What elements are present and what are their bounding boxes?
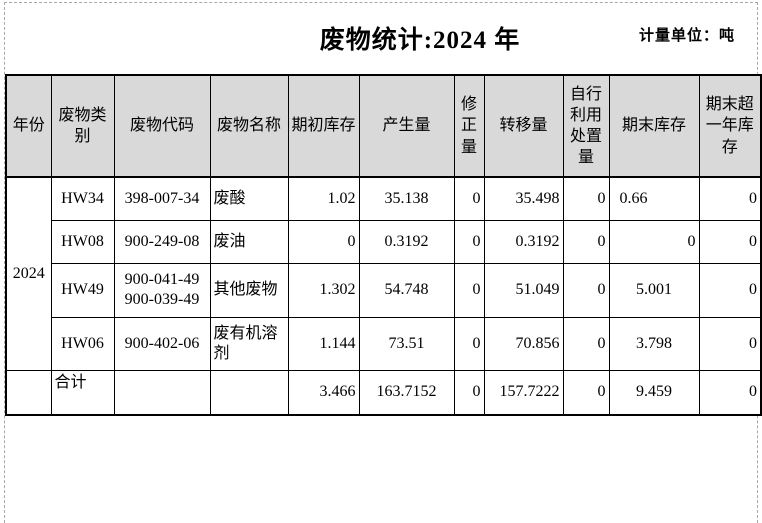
self-disposal-amount-cell: 0 — [562, 219, 610, 264]
generated-amount-cell: 35.138 — [358, 176, 455, 221]
total-over-one-year-stock-cell: 0 — [698, 369, 762, 416]
waste-code-cell: 900-041-49 900-039-49 — [113, 262, 211, 318]
opening-stock-cell: 1.02 — [287, 176, 360, 221]
transferred-amount-cell: 70.856 — [483, 316, 564, 371]
col-header-waste-name: 废物名称 — [209, 74, 289, 178]
col-header-opening-stock: 期初库存 — [287, 74, 360, 178]
col-header-waste-code: 废物代码 — [113, 74, 211, 178]
transferred-amount-cell: 51.049 — [483, 262, 564, 318]
waste-statistics-table: 年份 废物类别 废物代码 废物名称 期初库存 产生量 修正量 转移量 自行利用处置量 期末库存 期末… — [5, 74, 762, 416]
self-disposal-amount-cell: 0 — [562, 176, 610, 221]
total-row: 合计 3.466 163.7152 0 157.7222 0 9.459 0 — [5, 369, 762, 416]
correction-amount-cell: 0 — [453, 316, 485, 371]
total-generated-amount-cell: 163.7152 — [358, 369, 455, 416]
table-row-HW34: 2024 HW34 398-007-34 废酸 1.02 35.138 0 35.498 0 0.… — [5, 176, 762, 371]
waste-name-cell: 废有机溶剂 — [209, 316, 289, 371]
total-name-empty-cell — [209, 369, 289, 416]
waste-name-cell: 其他废物 — [209, 262, 289, 318]
col-header-over-one-year-stock: 期末超一年库存 — [698, 74, 762, 178]
generated-amount-cell: 73.51 — [358, 316, 455, 371]
total-code-empty-cell — [113, 369, 211, 416]
col-header-generated-amount: 产生量 — [358, 74, 455, 178]
table-row-HW49: HW49 900-041-49 900-039-49 其他废物 1.302 54.748… — [6, 262, 762, 318]
table-row-HW06: HW06 900-402-06 废有机溶剂 1.144 73.51 0 70.856 0 3.7… — [6, 316, 762, 371]
waste-name-cell: 废酸 — [209, 176, 289, 221]
col-header-transferred-amount: 转移量 — [483, 74, 564, 178]
over-one-year-stock-cell: 0 — [698, 316, 762, 371]
waste-category-cell: HW34 — [50, 176, 115, 221]
page-title: 废物统计:2024 年 — [319, 27, 521, 54]
col-header-year: 年份 — [5, 74, 52, 178]
generated-amount-cell: 0.3192 — [358, 219, 455, 264]
over-one-year-stock-cell: 0 — [698, 176, 762, 221]
opening-stock-cell: 0 — [287, 219, 360, 264]
transferred-amount-cell: 35.498 — [483, 176, 564, 221]
waste-category-cell: HW08 — [50, 219, 115, 264]
waste-category-cell: HW49 — [50, 262, 115, 318]
closing-stock-cell: 3.798 — [608, 316, 700, 371]
col-header-self-disposal-amount: 自行利用处置量 — [562, 74, 610, 178]
header-row: 年份 废物类别 废物代码 废物名称 期初库存 产生量 修正量 转移量 自行利用处置量 期末库存 期末… — [5, 74, 762, 178]
correction-amount-cell: 0 — [453, 262, 485, 318]
total-self-disposal-amount-cell: 0 — [562, 369, 610, 416]
waste-code-cell: 398-007-34 — [113, 176, 211, 221]
generated-amount-cell: 54.748 — [358, 262, 455, 318]
closing-stock-cell: 5.001 — [608, 262, 700, 318]
waste-name-cell: 废油 — [209, 219, 289, 264]
year-empty-cell — [5, 369, 52, 416]
over-one-year-stock-cell: 0 — [698, 219, 762, 264]
opening-stock-cell: 1.302 — [287, 262, 360, 318]
waste-category-cell: HW06 — [50, 316, 115, 371]
total-transferred-amount-cell: 157.7222 — [483, 369, 564, 416]
closing-stock-cell: 0.66 — [608, 176, 700, 221]
total-opening-stock-cell: 3.466 — [287, 369, 360, 416]
closing-stock-cell: 0 — [608, 219, 700, 264]
self-disposal-amount-cell: 0 — [562, 262, 610, 318]
transferred-amount-cell: 0.3192 — [483, 219, 564, 264]
correction-amount-cell: 0 — [453, 176, 485, 221]
page: { "page": { "title": "废物统计:2024 年", "uni… — [4, 2, 762, 523]
total-correction-amount-cell: 0 — [453, 369, 485, 416]
col-header-closing-stock: 期末库存 — [608, 74, 700, 178]
opening-stock-cell: 1.144 — [287, 316, 360, 371]
table-row-HW08: HW08 900-249-08 废油 0 0.3192 0 0.3192 0 0 0 — [6, 219, 762, 264]
total-label-cell: 合计 — [50, 369, 115, 416]
correction-amount-cell: 0 — [453, 219, 485, 264]
col-header-waste-category: 废物类别 — [50, 74, 115, 178]
waste-code-cell: 900-402-06 — [113, 316, 211, 371]
total-closing-stock-cell: 9.459 — [608, 369, 700, 416]
self-disposal-amount-cell: 0 — [562, 316, 610, 371]
col-header-correction-amount: 修正量 — [453, 74, 485, 178]
unit-label: 计量单位：吨 — [638, 27, 735, 44]
over-one-year-stock-cell: 0 — [698, 262, 762, 318]
waste-code-cell: 900-249-08 — [113, 219, 211, 264]
year-cell: 2024 — [5, 176, 52, 371]
